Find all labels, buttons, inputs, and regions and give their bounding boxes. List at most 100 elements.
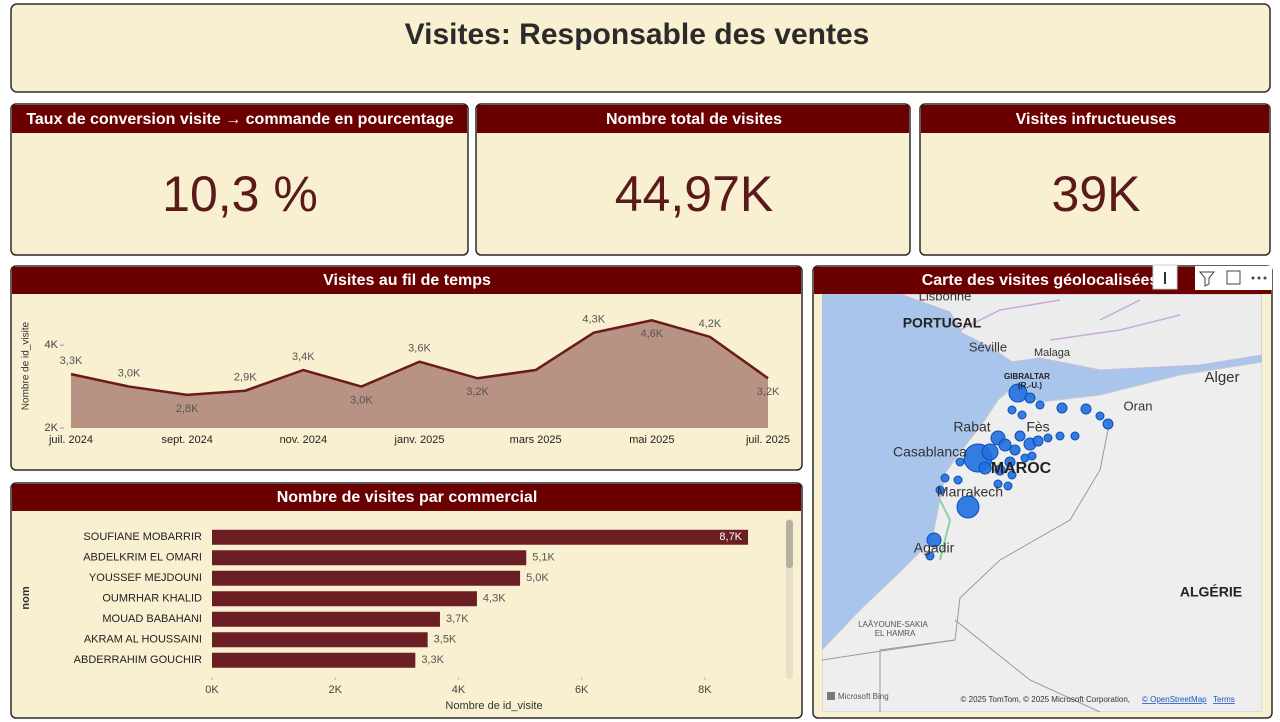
kpi-title: Taux de conversion visite → commande en … [26, 111, 453, 128]
data-label: 4,2K [699, 318, 722, 330]
map-bubble [1095, 411, 1105, 421]
bar [212, 591, 477, 607]
map-road [939, 499, 952, 561]
data-label: 3,6K [408, 343, 431, 355]
map-bubble [956, 495, 980, 519]
map-bubble [993, 479, 1003, 489]
map-label: Casablanca [893, 444, 967, 460]
map-bubble [1007, 405, 1017, 415]
data-label: 4,3K [582, 314, 605, 326]
chart-title: Nombre de visites par commercial [277, 489, 538, 506]
page-title: Visites: Responsable des ventes [405, 18, 870, 51]
map-label: LAÂYOUNE-SAKIA [858, 620, 928, 629]
map-attribution: Microsoft Bing [838, 692, 889, 701]
map-label: GIBRALTAR [1004, 372, 1050, 381]
x-tick-label: juil. 2024 [48, 434, 93, 446]
kpi-card [919, 103, 1271, 256]
map-label: Oran [1124, 398, 1153, 413]
map-bubble [1032, 435, 1044, 447]
x-tick-label: sept. 2024 [161, 434, 212, 446]
map-label: Rabat [953, 419, 990, 435]
bing-logo [827, 692, 835, 700]
scrollbar-thumb[interactable] [786, 520, 793, 568]
map-label: Alger [1204, 369, 1239, 386]
data-label: 3,2K [757, 386, 780, 398]
map-bubble [1014, 430, 1026, 442]
map-bubble [1004, 456, 1016, 468]
map-label: ALGÉRIE [1180, 584, 1242, 600]
area [71, 320, 768, 428]
bar [212, 632, 428, 648]
x-tick-label: nov. 2024 [280, 434, 328, 446]
y-tick-label: YOUSSEF MEJDOUNI [89, 572, 202, 584]
data-label: 3,7K [446, 613, 469, 625]
y-tick-label: OUMRHAR KHALID [102, 593, 202, 605]
data-label: 3,3K [421, 654, 444, 666]
map-bubble [1043, 433, 1053, 443]
data-label: 3,0K [118, 367, 141, 379]
y-tick-label: SOUFIANE MOBARRIR [83, 531, 202, 543]
map-label: Séville [969, 339, 1007, 354]
map-bubble [978, 461, 992, 475]
x-tick-label: 2K [328, 684, 342, 696]
map-bubble [1024, 392, 1036, 404]
map-land [822, 361, 1262, 712]
y-axis-title: Nombre de id_visite [21, 321, 32, 410]
map-bubble [940, 473, 950, 483]
kpi-title: Visites infructueuses [1016, 111, 1177, 128]
bar [212, 529, 749, 545]
line [70, 318, 769, 397]
map-attribution-link[interactable]: © OpenStreetMap [1142, 695, 1207, 704]
data-label: 4,6K [641, 328, 664, 340]
kpi-value: 44,97K [615, 166, 773, 222]
map-land [899, 294, 1262, 371]
x-tick-label: 8K [698, 684, 712, 696]
map-label: Agadir [914, 540, 955, 556]
y-tick-label: AKRAM AL HOUSSAINI [84, 634, 202, 646]
map-bubble [925, 551, 935, 561]
y-tick-label: 4K [45, 339, 59, 351]
map-bubble [998, 438, 1012, 452]
y-axis-title: nom [20, 586, 32, 609]
bar [212, 570, 521, 586]
focus-icon[interactable] [1226, 270, 1241, 285]
map-bubble [1102, 418, 1114, 430]
map-label: Malaga [1034, 347, 1071, 359]
map-border [879, 619, 1101, 712]
map[interactable]: Lisbonne PORTUGAL Séville Malaga GIBRALT… [822, 288, 1262, 712]
map-bubble [1017, 410, 1027, 420]
data-label: 3,4K [292, 351, 315, 363]
map-attribution-link[interactable]: Terms [1213, 695, 1235, 704]
map-bubble [1056, 402, 1068, 414]
x-axis-title: Nombre de id_visite [445, 700, 542, 712]
y-tick-label: ABDELKRIM EL OMARI [83, 552, 202, 564]
data-label: 4,3K [483, 593, 506, 605]
data-label: 2,9K [234, 372, 257, 384]
map-label: PORTUGAL [903, 315, 982, 331]
data-label: 3,2K [466, 386, 489, 398]
map-label: EL HAMRA [875, 629, 916, 638]
kpi-title-bar [477, 105, 909, 133]
map-label: (R.-U.) [1018, 381, 1042, 390]
data-label: 3,0K [350, 394, 373, 406]
map-bubble [1007, 470, 1017, 480]
kpi-card [10, 103, 469, 256]
map-title-bar [814, 267, 1271, 294]
bar [212, 611, 440, 627]
map-bubble [1055, 431, 1065, 441]
map-bubble [981, 443, 999, 461]
more-options[interactable] [1251, 276, 1267, 280]
kpi-title: Nombre total de visites [606, 111, 782, 128]
data-label: 2,8K [176, 403, 199, 415]
data-label: 8,7K [719, 531, 742, 543]
map-bubble [1035, 400, 1045, 410]
y-tick-label: MOUAD BABAHANI [102, 613, 202, 625]
map-bubble [953, 475, 963, 485]
map-label: Marrakech [937, 484, 1003, 500]
map-bubble [1080, 403, 1092, 415]
map-label: Lisbonne [919, 288, 972, 303]
filter-icon[interactable] [1198, 271, 1216, 287]
map-bubble [955, 457, 965, 467]
